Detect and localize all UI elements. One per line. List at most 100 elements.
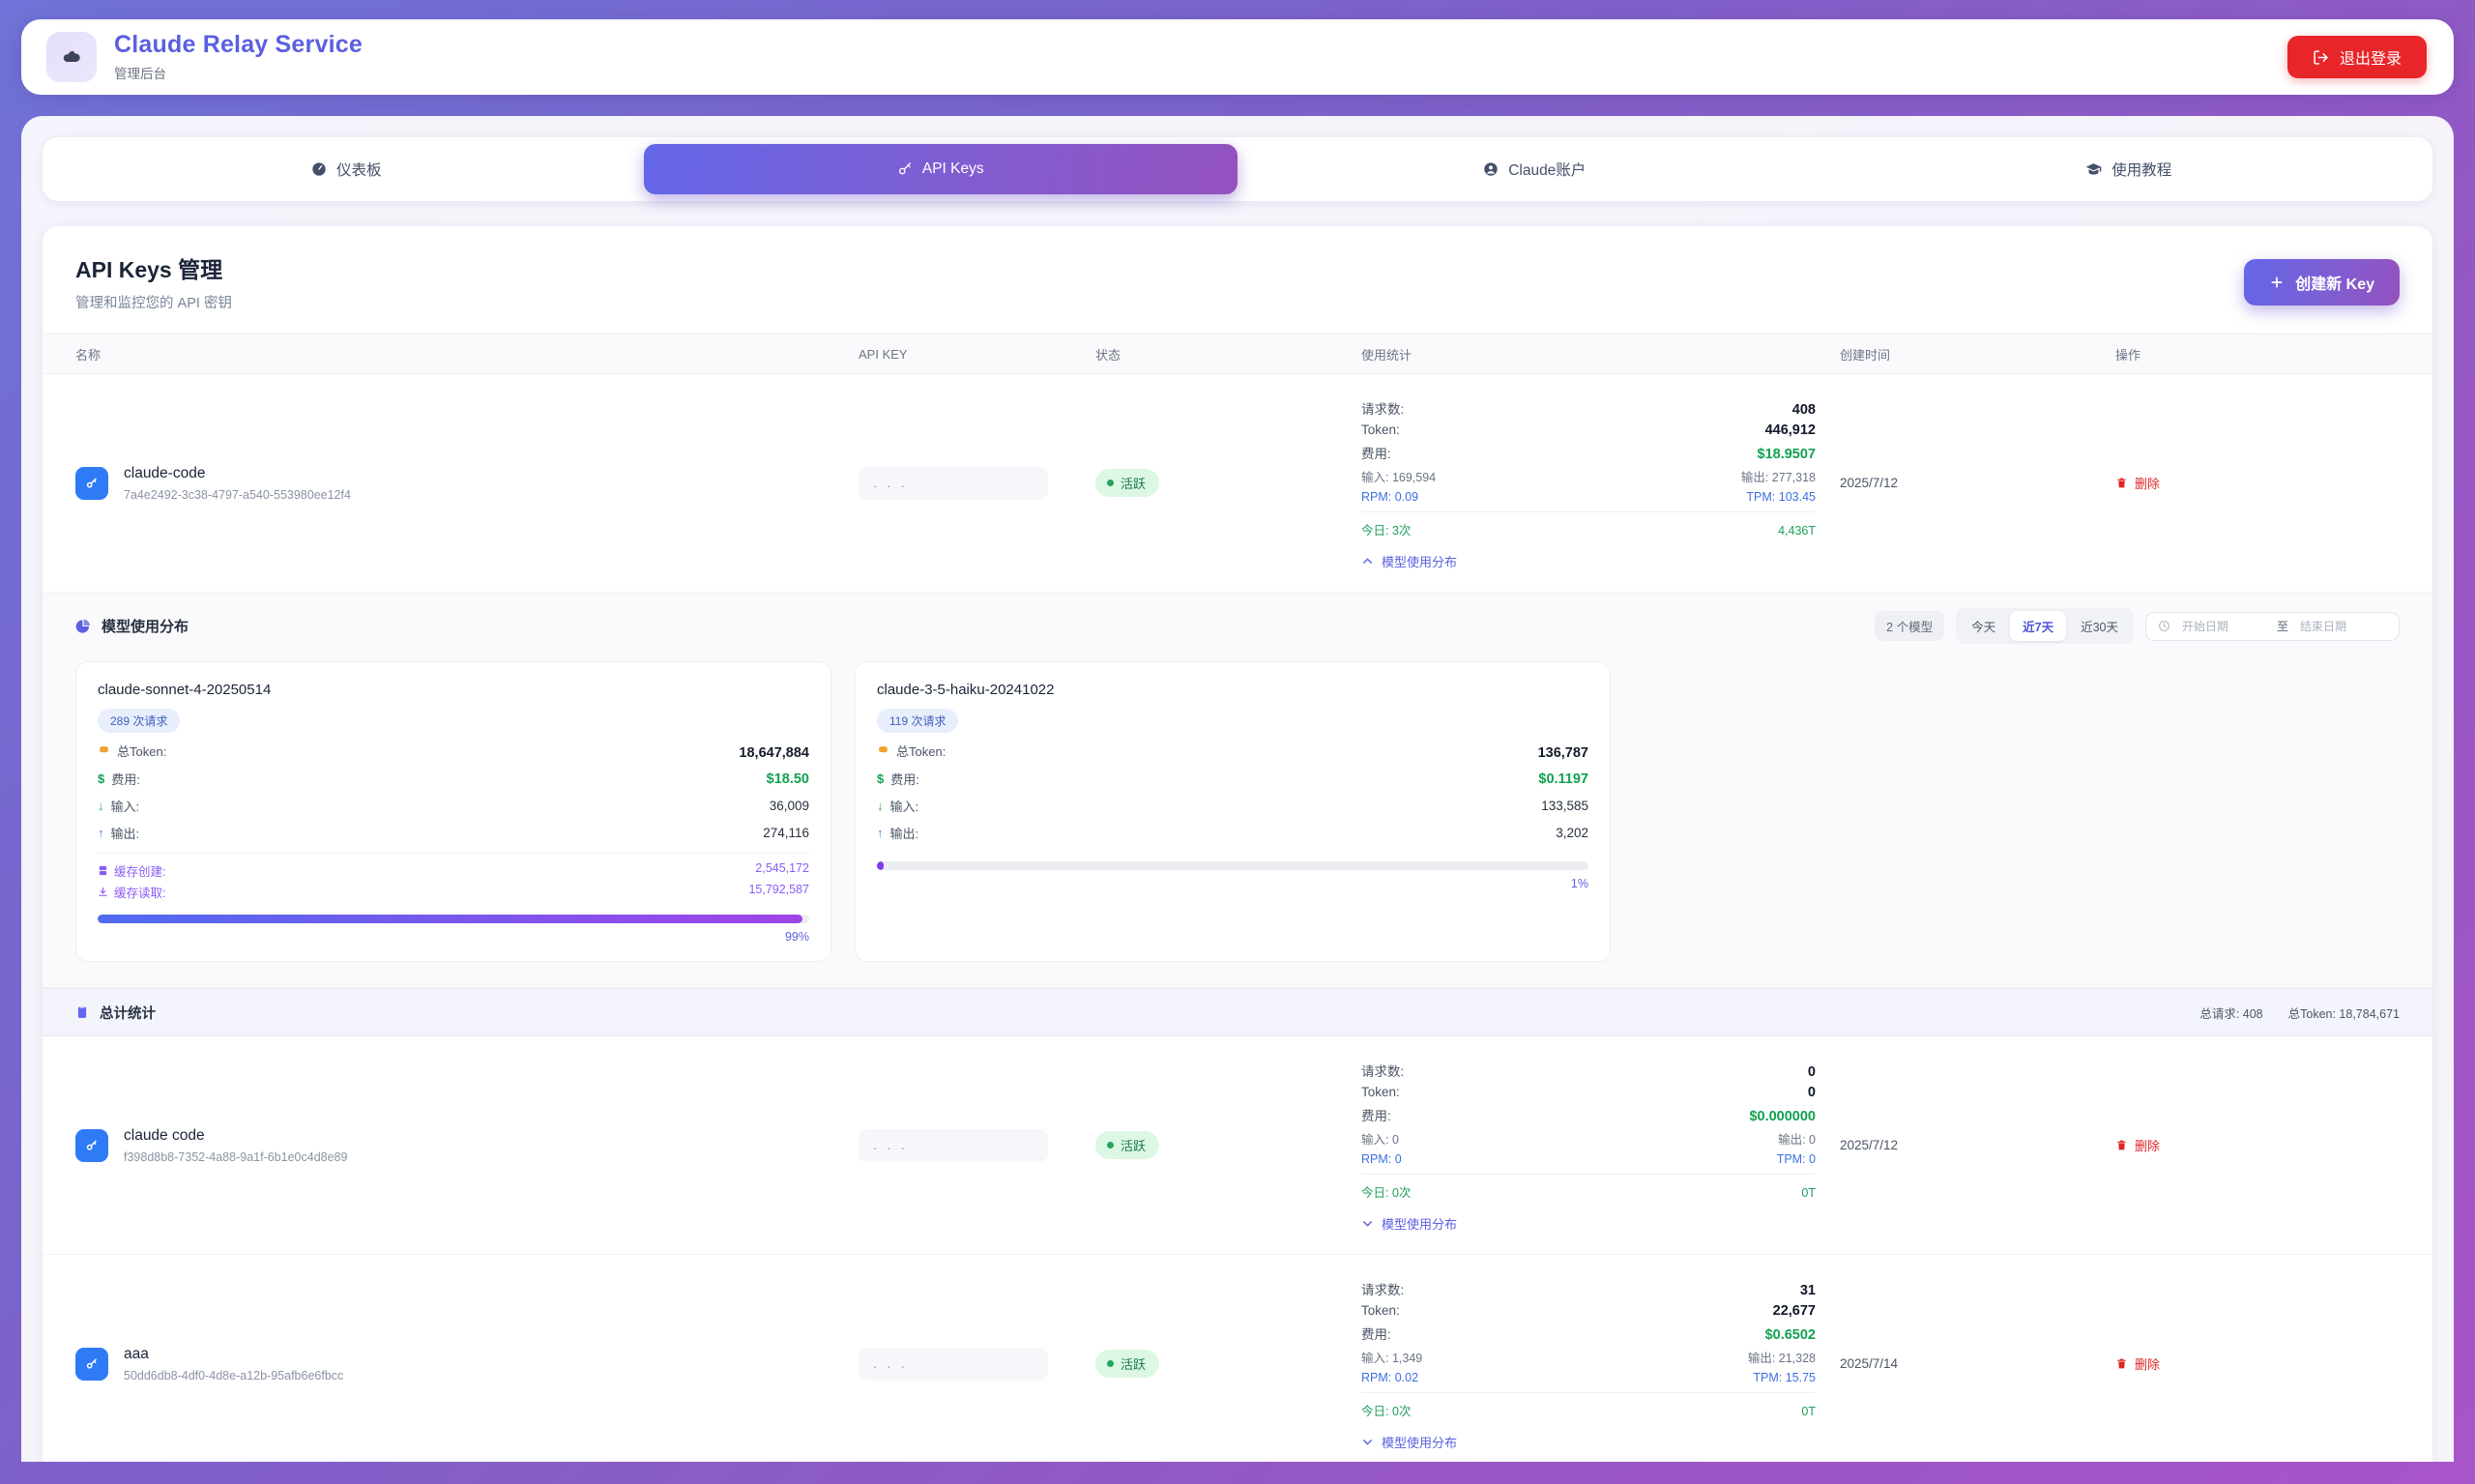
row-usage-cell: 请求数: 0 Token: 0 费用: $0.000000 输入: 0 输出: 0 RP… bbox=[1361, 1058, 1840, 1233]
usage-cost-value: $0.000000 bbox=[1749, 1108, 1816, 1124]
status-label: 活跃 bbox=[1121, 477, 1147, 491]
usage-requests-value: 31 bbox=[1799, 1282, 1816, 1298]
delete-label: 删除 bbox=[2135, 477, 2161, 491]
row-name-cell: aaa 50dd6db8-4df0-4d8e-a12b-95afb6e6fbcc bbox=[75, 1346, 859, 1382]
usage-today-tokens: 0T bbox=[1801, 1404, 1816, 1418]
logout-button[interactable]: 退出登录 bbox=[2286, 36, 2427, 78]
usage-requests-label: 请求数: bbox=[1361, 1063, 1405, 1079]
model-output-value: 3,202 bbox=[1556, 826, 1588, 840]
page-title: API Keys 管理 bbox=[75, 257, 223, 282]
clock-icon bbox=[2158, 620, 2170, 632]
toggle-model-distribution[interactable]: 模型使用分布 bbox=[1361, 1433, 1816, 1451]
toggle-model-distribution[interactable]: 模型使用分布 bbox=[1361, 1214, 1816, 1233]
model-requests-chip: 119 次请求 bbox=[877, 709, 959, 733]
end-date-input[interactable]: 结束日期 bbox=[2300, 620, 2347, 633]
api-key-masked[interactable]: . . . bbox=[859, 1347, 1048, 1381]
create-key-button[interactable]: 创建新 Key bbox=[2244, 258, 2400, 306]
col-usage: 使用统计 bbox=[1361, 347, 1412, 363]
status-dot-icon bbox=[1107, 1142, 1114, 1149]
delete-button[interactable]: 删除 bbox=[2115, 1354, 2160, 1373]
model-output-value: 274,116 bbox=[763, 826, 809, 840]
usage-today: 今日: 0次 bbox=[1361, 1185, 1412, 1200]
toggle-model-distribution-label: 模型使用分布 bbox=[1382, 1217, 1458, 1232]
usage-today: 今日: 3次 bbox=[1361, 523, 1412, 538]
totals-bar: 总计统计 总请求: 408 总Token: 18,784,671 bbox=[43, 988, 2432, 1036]
delete-label: 删除 bbox=[2135, 1139, 2161, 1153]
status-badge: 活跃 bbox=[1095, 1350, 1160, 1378]
tab-claude-accounts[interactable]: Claude账户 bbox=[1238, 144, 1832, 194]
usage-tpm: TPM: 0 bbox=[1776, 1151, 1816, 1166]
tab-dashboard[interactable]: 仪表板 bbox=[49, 144, 644, 194]
model-cache-create-value: 2,545,172 bbox=[755, 861, 809, 875]
plus-icon bbox=[2269, 275, 2285, 290]
range-segment-control: 今天 近7天 近30天 bbox=[1956, 608, 2134, 644]
usage-cost-label: 费用: bbox=[1361, 446, 1391, 461]
col-created: 创建时间 bbox=[1840, 347, 1891, 363]
status-label: 活跃 bbox=[1121, 1139, 1147, 1153]
model-input-label: 输入: bbox=[889, 800, 919, 814]
arrow-up-icon: ↑ bbox=[98, 826, 104, 840]
tab-api-keys[interactable]: API Keys bbox=[643, 144, 1238, 194]
row-usage-cell: 请求数: 31 Token: 22,677 费用: $0.6502 输入: 1,349… bbox=[1361, 1276, 1840, 1451]
toggle-model-distribution[interactable]: 模型使用分布 bbox=[1361, 552, 1816, 570]
delete-button[interactable]: 删除 bbox=[2115, 474, 2160, 492]
model-cache-read-value: 15,792,587 bbox=[748, 883, 809, 896]
trash-icon bbox=[2115, 477, 2128, 489]
range-30days[interactable]: 近30天 bbox=[2081, 621, 2118, 634]
status-label: 活跃 bbox=[1121, 1357, 1147, 1372]
model-input-value: 36,009 bbox=[769, 799, 809, 813]
model-usage-percent: 1% bbox=[1570, 877, 1588, 890]
model-requests-chip: 289 次请求 bbox=[98, 709, 181, 733]
total-requests: 总请求: 408 bbox=[2199, 1006, 2263, 1021]
dollar-icon: $ bbox=[98, 771, 105, 786]
usage-requests-label: 请求数: bbox=[1361, 1282, 1405, 1297]
date-range-picker[interactable]: 开始日期 至 结束日期 bbox=[2144, 611, 2400, 641]
row-status-cell: 活跃 bbox=[1095, 1350, 1361, 1378]
usage-output: 输出: 0 bbox=[1778, 1132, 1816, 1147]
dashboard-icon bbox=[311, 161, 327, 177]
delete-button[interactable]: 删除 bbox=[2115, 1136, 2160, 1154]
model-input-value: 133,585 bbox=[1541, 799, 1588, 813]
row-apikey-cell: . . . bbox=[859, 1347, 1095, 1381]
toggle-model-distribution-label: 模型使用分布 bbox=[1382, 1436, 1458, 1450]
usage-input: 输入: 0 bbox=[1361, 1132, 1399, 1147]
range-7days[interactable]: 近7天 bbox=[2010, 611, 2067, 641]
range-today[interactable]: 今天 bbox=[1971, 621, 1996, 634]
usage-requests-value: 408 bbox=[1791, 401, 1816, 418]
usage-today-tokens: 0T bbox=[1801, 1185, 1816, 1200]
usage-rpm: RPM: 0.09 bbox=[1361, 489, 1419, 504]
database-icon bbox=[98, 865, 108, 876]
tab-api-keys-label: API Keys bbox=[921, 160, 984, 177]
api-key-masked[interactable]: . . . bbox=[859, 466, 1048, 500]
date-range-separator: 至 bbox=[2276, 620, 2288, 633]
api-key-masked[interactable]: . . . bbox=[859, 1128, 1048, 1162]
model-output-label: 输出: bbox=[110, 827, 140, 841]
model-output-label: 输出: bbox=[889, 827, 919, 841]
usage-tpm: TPM: 103.45 bbox=[1746, 489, 1816, 504]
usage-cost-value: $0.6502 bbox=[1764, 1326, 1816, 1343]
usage-token-label: Token: bbox=[1361, 1302, 1400, 1318]
model-cache-create-label: 缓存创建: bbox=[114, 865, 166, 879]
delete-label: 删除 bbox=[2135, 1357, 2161, 1372]
card-header: API Keys 管理 管理和监控您的 API 密钥 创建新 Key bbox=[43, 226, 2432, 334]
tab-tutorial[interactable]: 使用教程 bbox=[1832, 144, 2427, 194]
app-header: Claude Relay Service 管理后台 退出登录 bbox=[21, 19, 2454, 95]
model-total-token-label: 总Token: bbox=[117, 744, 167, 759]
key-name: claude-code bbox=[124, 464, 206, 481]
coins-icon bbox=[877, 744, 889, 757]
usage-token-value: 22,677 bbox=[1772, 1302, 1816, 1319]
usage-rpm: RPM: 0 bbox=[1361, 1151, 1402, 1166]
coins-icon bbox=[98, 744, 110, 757]
status-badge: 活跃 bbox=[1095, 1131, 1160, 1159]
trash-icon bbox=[2115, 1139, 2128, 1151]
start-date-input[interactable]: 开始日期 bbox=[2181, 620, 2228, 633]
total-tokens: 总Token: 18,784,671 bbox=[2287, 1006, 2400, 1021]
row-actions-cell: 删除 bbox=[2115, 1354, 2347, 1373]
row-name-cell: claude code f398d8b8-7352-4a88-9a1f-6b1e… bbox=[75, 1127, 859, 1164]
tab-claude-accounts-label: Claude账户 bbox=[1508, 162, 1587, 179]
model-total-token-label: 总Token: bbox=[896, 744, 946, 759]
dollar-icon: $ bbox=[877, 771, 885, 786]
brand: Claude Relay Service 管理后台 bbox=[46, 32, 363, 82]
usage-requests-label: 请求数: bbox=[1361, 401, 1405, 417]
